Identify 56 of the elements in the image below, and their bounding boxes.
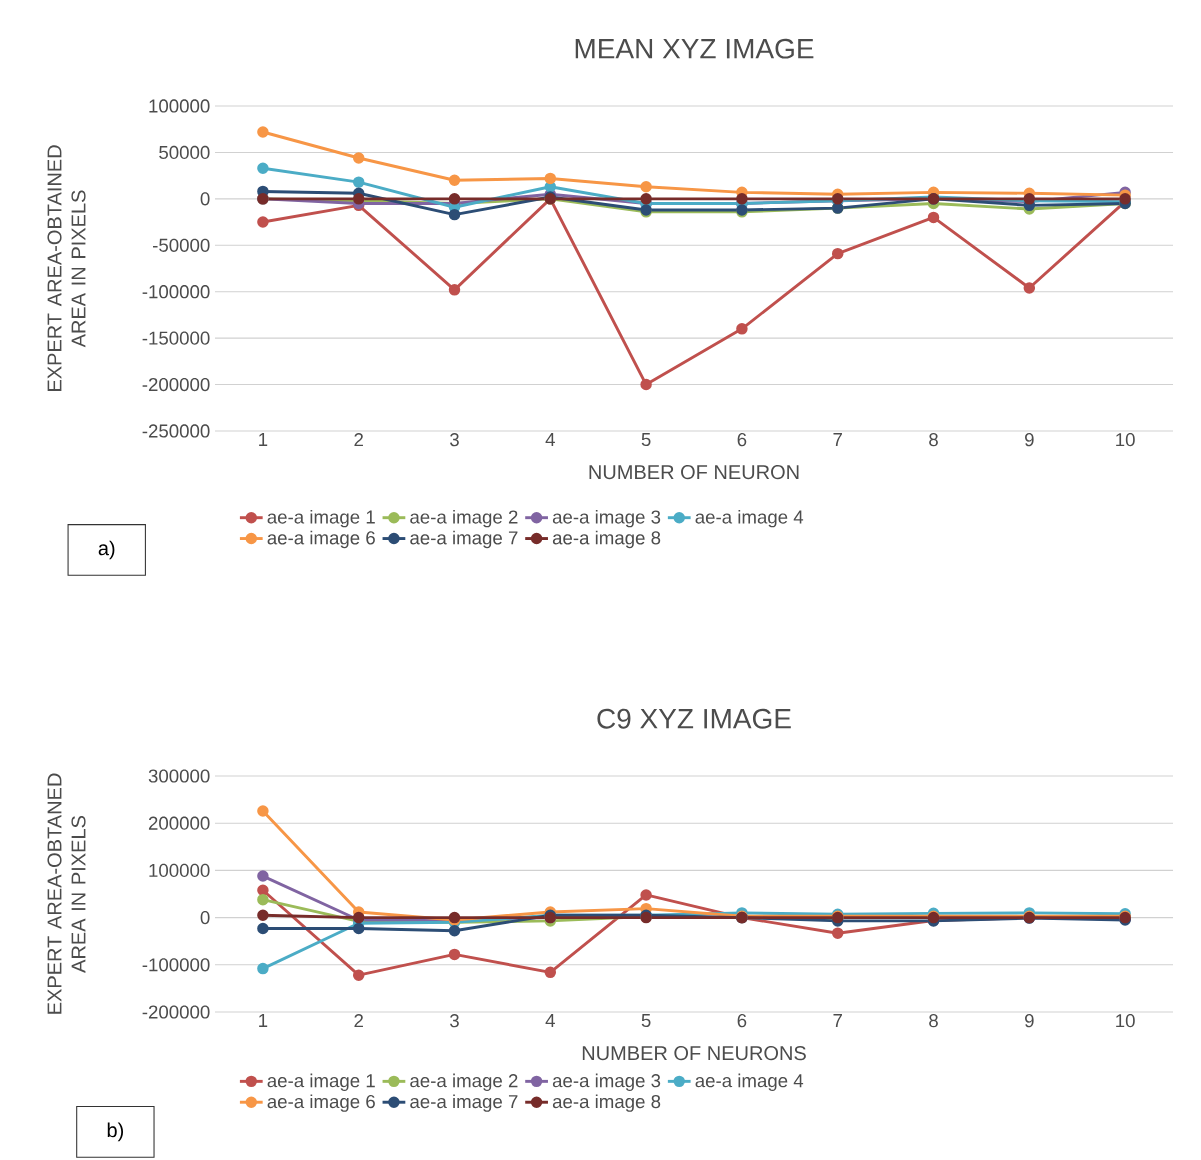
x-tick-label: 3 <box>450 433 459 447</box>
x-tick-label: 7 <box>833 433 842 446</box>
x-tick-label: 9 <box>1025 433 1034 447</box>
legend-label: ae-a image 4 <box>695 1073 804 1091</box>
x-tick-label: 9 <box>1025 1014 1034 1028</box>
x-axis-title: NUMBER OF NEURON <box>589 465 799 480</box>
legend-label: ae-a image 7 <box>410 530 518 549</box>
legend-label: ae-a image 2 <box>410 1073 518 1091</box>
x-tick-label: 6 <box>737 1014 747 1028</box>
legend-label: ae-a image 3 <box>552 509 661 528</box>
x-tick-label: 7 <box>833 1014 842 1027</box>
x-tick-label: 8 <box>929 433 938 447</box>
x-tick-label: 2 <box>354 433 363 447</box>
x-tick-label: 5 <box>641 433 651 447</box>
legend-label: ae-a image 3 <box>552 1073 661 1091</box>
x-tick-label: 5 <box>641 1014 651 1028</box>
y-tick-label: -50000 <box>153 238 210 252</box>
legend-label: ae-a image 8 <box>552 1094 661 1112</box>
y-axis-title: EXPERT AREA-OBTANED AREA IN PIXELS <box>47 773 86 1014</box>
x-axis-title: NUMBER OF NEURONS <box>582 1046 806 1061</box>
y-tick-label: -150000 <box>142 331 210 345</box>
legend-label: ae-a image 2 <box>410 509 518 528</box>
x-tick-label: 1 <box>259 1014 268 1027</box>
x-tick-label: 6 <box>737 433 747 447</box>
legend-label: ae-a image 6 <box>267 530 375 549</box>
y-tick-label: 0 <box>200 910 210 925</box>
chart-title: C9 XYZ IMAGE <box>597 708 791 729</box>
legend-label: ae-a image 8 <box>552 530 661 549</box>
x-tick-label: 10 <box>1116 433 1135 447</box>
y-tick-label: 200000 <box>148 816 210 830</box>
x-tick-label: 1 <box>259 433 268 446</box>
text: a) <box>98 540 115 560</box>
y-tick-label: 100000 <box>149 863 210 878</box>
y-tick-label: -100000 <box>142 958 210 972</box>
x-tick-label: 2 <box>354 1014 363 1028</box>
x-tick-label: 4 <box>545 433 555 446</box>
chart-title: MEAN XYZ IMAGE <box>575 38 814 59</box>
y-tick-label: 0 <box>200 192 210 206</box>
legend-label: ae-a image 1 <box>267 509 375 528</box>
y-tick-label: -100000 <box>142 285 210 299</box>
x-tick-label: 3 <box>450 1014 459 1028</box>
legend-label: ae-a image 7 <box>410 1094 518 1112</box>
legend-label: ae-a image 4 <box>695 509 804 528</box>
y-tick-label: 300000 <box>148 769 210 783</box>
y-tick-label: -200000 <box>142 1005 210 1019</box>
x-tick-label: 4 <box>545 1014 555 1027</box>
y-tick-label: -200000 <box>142 377 210 392</box>
y-tick-label: 50000 <box>159 145 210 160</box>
y-tick-label: -250000 <box>142 424 210 438</box>
x-tick-label: 10 <box>1116 1014 1135 1028</box>
y-axis-title: EXPERT AREA-OBTAINED AREA IN PIXELS <box>47 145 86 391</box>
text: b) <box>107 1122 124 1142</box>
x-tick-label: 8 <box>929 1014 938 1028</box>
y-tick-label: 100000 <box>149 99 210 113</box>
legend-label: ae-a image 1 <box>267 1073 375 1091</box>
legend-label: ae-a image 6 <box>267 1094 375 1112</box>
